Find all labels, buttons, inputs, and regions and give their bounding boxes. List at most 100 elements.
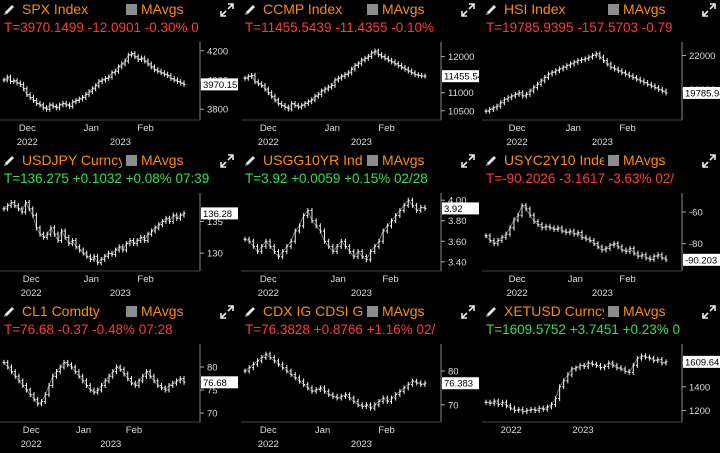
chart-panel[interactable]: USYC2Y10 Index MAvgs T=-90.2026 -3.1617 …: [482, 151, 720, 302]
expand-arrows-icon[interactable]: [220, 154, 234, 168]
checkbox-icon[interactable]: [367, 155, 378, 166]
checkbox-icon[interactable]: [367, 306, 378, 317]
price-chart[interactable]: 220002000019785.94DecJanFeb20222023: [482, 38, 720, 151]
ticker-label[interactable]: USYC2Y10 Index: [504, 152, 604, 168]
price-series: [484, 51, 668, 114]
quote-line: T=136.275 +0.1032 +0.08% 07:39: [4, 171, 210, 186]
price-line: [3, 361, 185, 405]
ticker-label[interactable]: USGG10YR Index: [263, 152, 363, 168]
price-chart[interactable]: 4.00 3.80 3.60 3.40 3.92 Dec Jan Feb 2022 2023: [241, 189, 479, 302]
checkbox-icon[interactable]: [367, 4, 378, 15]
chart-panel[interactable]: USDJPY Curncy MAvgs T=136.275 +0.1032 +0…: [0, 151, 238, 302]
year-label: 2022: [258, 439, 279, 450]
year-label: 2022: [258, 288, 279, 299]
x-tick-label: 2023: [572, 425, 593, 436]
price-chart[interactable]: 1600140012001609.64520222023: [482, 340, 720, 453]
ticker-label[interactable]: XETUSD Curncy: [504, 303, 604, 319]
mavgs-toggle-label[interactable]: MAvgs: [141, 152, 184, 168]
expand-arrows-icon[interactable]: [702, 3, 716, 17]
x-tick-label: Dec: [23, 425, 40, 436]
checkbox-icon[interactable]: [608, 4, 619, 15]
pencil-icon[interactable]: [243, 3, 257, 17]
panel-header: USDJPY Curncy MAvgs: [0, 151, 238, 171]
last-value-box: [442, 377, 479, 390]
chart-panel[interactable]: HSI Index MAvgs T=19785.9395 -157.5703 -…: [482, 0, 720, 151]
ticker-label[interactable]: CCMP Index: [263, 1, 343, 17]
x-tick-label: Dec: [23, 274, 40, 285]
price-chart[interactable]: 80 70 76.383 Dec Jan Feb 2022 2023: [241, 340, 479, 453]
mavgs-toggle-label[interactable]: MAvgs: [623, 1, 666, 17]
checkbox-icon[interactable]: [126, 155, 137, 166]
expand-arrows-icon[interactable]: [220, 305, 234, 319]
expand-arrows-icon[interactable]: [461, 305, 475, 319]
checkbox-icon[interactable]: [608, 306, 619, 317]
price-series: [484, 203, 668, 263]
price-line: [485, 53, 667, 112]
quote-line: T=3.92 +0.0059 +0.15% 02/28: [245, 171, 428, 186]
price-line: [3, 53, 185, 110]
last-value-box: [442, 70, 479, 83]
chart-panel[interactable]: SPX Index MAvgs T=3970.1499 -12.0901 -0.…: [0, 0, 238, 151]
x-tick-label: Feb: [378, 123, 394, 134]
price-series: [2, 200, 186, 266]
x-tick-label: Feb: [137, 123, 153, 134]
last-value-label: 19785.94: [685, 88, 720, 99]
pencil-icon[interactable]: [484, 154, 498, 168]
expand-arrows-icon[interactable]: [702, 154, 716, 168]
panel-header: XETUSD Curncy MAvgs: [482, 302, 720, 322]
x-tick-label: Feb: [382, 274, 398, 285]
mavgs-toggle-label[interactable]: MAvgs: [623, 152, 666, 168]
ticker-label[interactable]: HSI Index: [504, 1, 566, 17]
year-label: 2023: [100, 439, 121, 450]
panel-header: SPX Index MAvgs: [0, 0, 238, 20]
price-chart[interactable]: -60 -80 -90.203 Dec Jan Feb 2022 2023: [482, 189, 720, 302]
pencil-icon[interactable]: [2, 3, 16, 17]
chart-panel[interactable]: CDX IG CDSI GEN 5Y MAvgs T=76.3828 +0.87…: [241, 302, 479, 453]
expand-arrows-icon[interactable]: [220, 3, 234, 17]
x-tick-label: Jan: [330, 274, 345, 285]
price-chart[interactable]: 12000 11000 10500 11455.54 Dec Jan Feb 2022 2023: [241, 38, 479, 151]
mavgs-toggle-label[interactable]: MAvgs: [382, 1, 425, 17]
pencil-icon[interactable]: [243, 305, 257, 319]
x-tick-label: Dec: [19, 123, 36, 134]
pencil-icon[interactable]: [484, 305, 498, 319]
last-value-box: [683, 355, 720, 368]
pencil-icon[interactable]: [2, 305, 16, 319]
x-tick-label: Jan: [568, 274, 583, 285]
pencil-icon[interactable]: [243, 154, 257, 168]
ticker-label[interactable]: CDX IG CDSI GEN 5Y: [263, 303, 363, 319]
ticker-label[interactable]: USDJPY Curncy: [22, 152, 122, 168]
checkbox-icon[interactable]: [126, 4, 137, 15]
chart-panel[interactable]: USGG10YR Index MAvgs T=3.92 +0.0059 +0.1…: [241, 151, 479, 302]
chart-panel[interactable]: XETUSD Curncy MAvgs T=1609.5752 +3.7451 …: [482, 302, 720, 453]
checkbox-icon[interactable]: [608, 155, 619, 166]
x-tick-label: Jan: [325, 123, 340, 134]
pencil-icon[interactable]: [484, 3, 498, 17]
x-tick-label: Feb: [126, 425, 142, 436]
mavgs-toggle-label[interactable]: MAvgs: [141, 303, 184, 319]
mavgs-toggle-label[interactable]: MAvgs: [623, 303, 666, 319]
last-value-label: 11455.54: [444, 72, 479, 83]
quote-line: T=76.68 -0.37 -0.48% 07:28: [4, 322, 173, 337]
mavgs-toggle-label[interactable]: MAvgs: [141, 1, 184, 17]
y-tick-label: -60: [689, 208, 703, 219]
y-tick-label: 10500: [448, 106, 474, 117]
chart-panel[interactable]: CL1 Comdty MAvgs T=76.68 -0.37 -0.48% 07…: [0, 302, 238, 453]
expand-arrows-icon[interactable]: [461, 154, 475, 168]
mavgs-toggle-label[interactable]: MAvgs: [382, 303, 425, 319]
ticker-label[interactable]: CL1 Comdty: [22, 303, 100, 319]
price-chart[interactable]: 135 130 136.28 Dec Jan Feb 2022 2023: [0, 189, 238, 302]
pencil-icon[interactable]: [2, 154, 16, 168]
y-tick-label: -80: [689, 239, 703, 250]
price-chart[interactable]: 80 75 70 76.68 Dec Jan Feb 2022 2023: [0, 340, 238, 453]
year-label: 2023: [351, 288, 372, 299]
checkbox-icon[interactable]: [126, 306, 137, 317]
year-label: 2022: [21, 288, 42, 299]
mavgs-toggle-label[interactable]: MAvgs: [382, 152, 425, 168]
ticker-label[interactable]: SPX Index: [22, 1, 89, 17]
y-tick-label: 80: [207, 363, 218, 374]
chart-panel[interactable]: CCMP Index MAvgs T=11455.5439 -11.4355 -…: [241, 0, 479, 151]
expand-arrows-icon[interactable]: [461, 3, 475, 17]
expand-arrows-icon[interactable]: [702, 305, 716, 319]
